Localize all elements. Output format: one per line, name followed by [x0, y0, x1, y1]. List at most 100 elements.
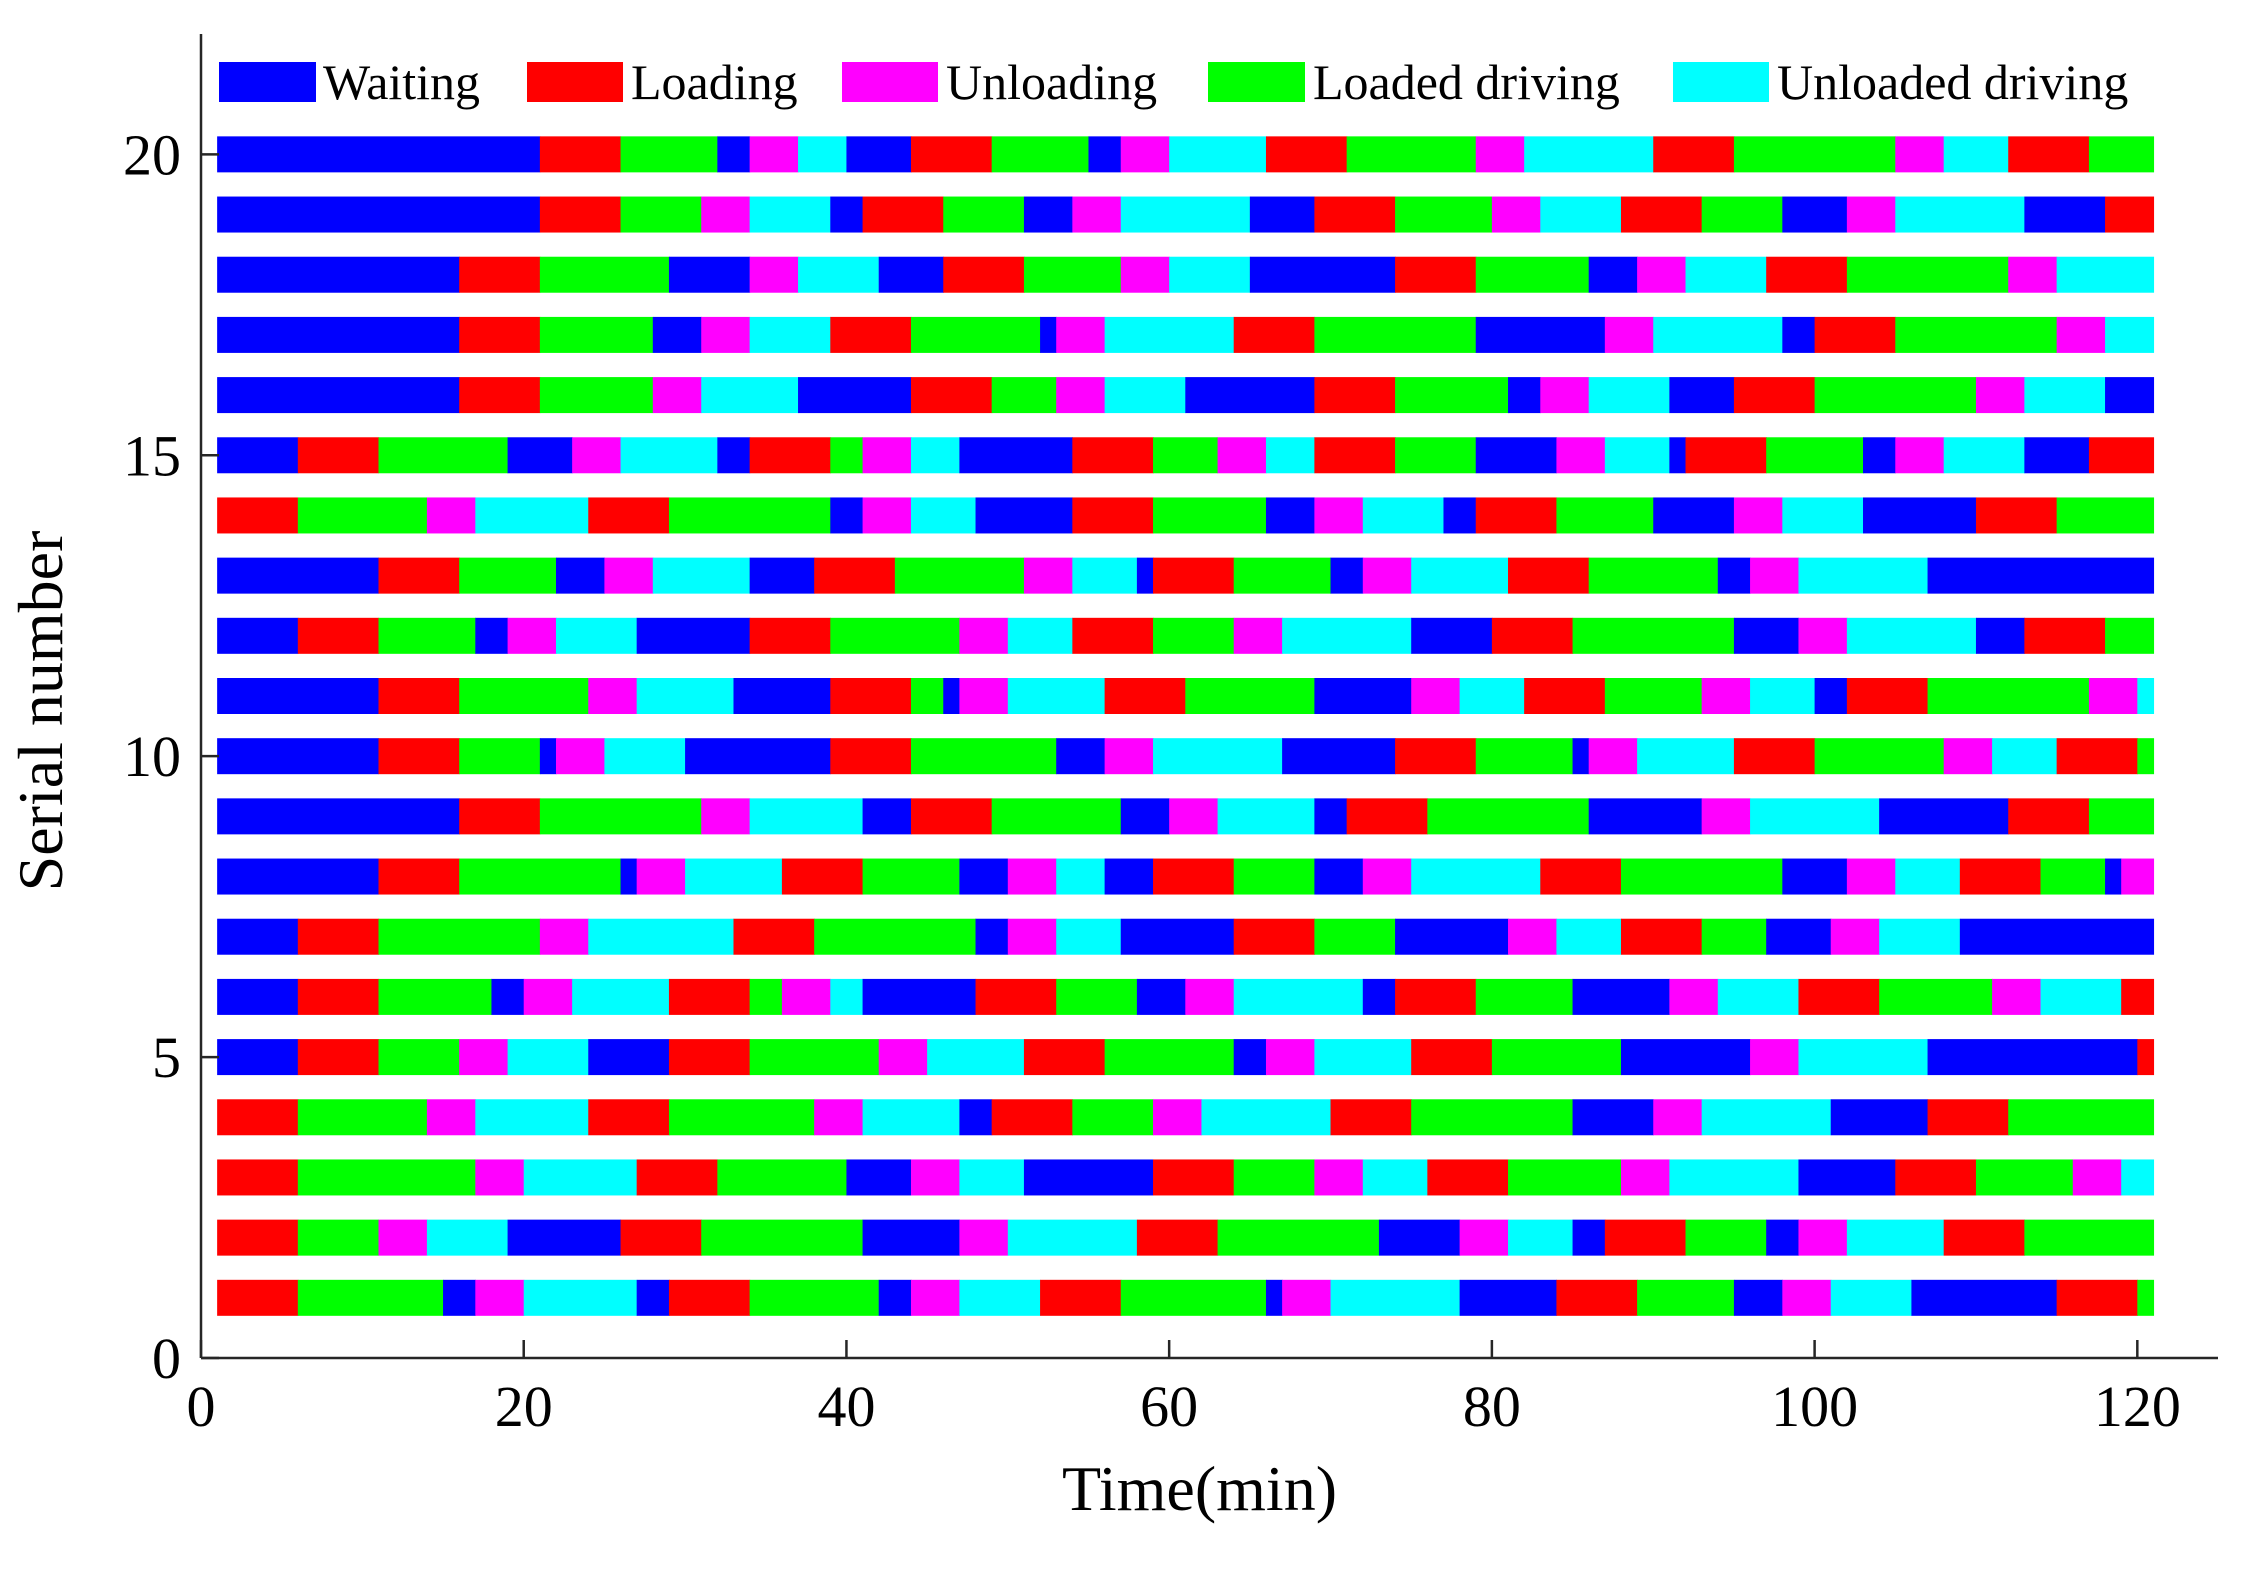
- bar-truck-3-loading-10: [1153, 1159, 1235, 1196]
- bar-truck-18-unloading-15: [1637, 256, 1687, 293]
- bar-truck-13-waiting-11: [1136, 557, 1154, 594]
- bar-truck-16-waiting-13: [1508, 377, 1541, 414]
- bar-truck-3-unloading-7: [910, 1159, 960, 1196]
- bar-truck-5-loaded-driving-7: [749, 1039, 880, 1076]
- bar-truck-7-unloaded-driving-15: [1556, 918, 1622, 955]
- bar-truck-10-loading-7: [830, 738, 912, 775]
- bar-truck-3-loaded-driving-15: [1508, 1159, 1622, 1196]
- bar-truck-19-loaded-driving-17: [1701, 196, 1783, 233]
- bar-truck-9-unloaded-driving-4: [749, 798, 864, 835]
- bar-truck-14-loaded-driving-11: [1153, 497, 1267, 534]
- bar-truck-1-unloading-20: [1782, 1279, 1832, 1316]
- bar-truck-11-loading-6: [830, 678, 912, 714]
- bar-truck-13-waiting-19: [1717, 557, 1751, 594]
- bar-truck-8-unloaded-driving-16: [1411, 858, 1541, 895]
- bar-truck-15-unloading-25: [1895, 437, 1945, 474]
- bar-truck-13-loaded-driving-18: [1588, 557, 1719, 594]
- bar-truck-16-loading-11: [1314, 377, 1396, 414]
- bar-truck-5-loading-6: [668, 1039, 751, 1076]
- bar-truck-17-waiting-0: [217, 316, 460, 353]
- bar-truck-4-loading-19: [1927, 1099, 2009, 1136]
- bar-truck-18-loading-1: [459, 256, 541, 293]
- bar-truck-15-unloaded-driving-20: [1604, 437, 1670, 474]
- bar-truck-11-loaded-driving-22: [1927, 678, 2090, 714]
- bar-truck-15-waiting-11: [959, 437, 1073, 474]
- bar-truck-7-waiting-10: [1120, 918, 1235, 955]
- bar-truck-5-unloaded-driving-4: [507, 1039, 589, 1076]
- bar-truck-5-unloaded-driving-14: [1314, 1039, 1412, 1076]
- bar-truck-20-waiting-6: [846, 136, 912, 173]
- bar-truck-9-loading-1: [459, 798, 541, 835]
- bar-truck-3-waiting-6: [846, 1159, 912, 1196]
- bar-truck-17-loaded-driving-7: [910, 316, 1041, 353]
- x-tick-label-60: 60: [1140, 1374, 1198, 1439]
- x-tick-label-40: 40: [817, 1374, 875, 1439]
- bar-truck-18-loaded-driving-8: [1023, 256, 1122, 293]
- bar-truck-13-loaded-driving-8: [894, 557, 1025, 594]
- bar-truck-17-waiting-8: [1040, 316, 1057, 353]
- bar-truck-14-loading-0: [217, 497, 299, 534]
- bar-truck-9-loaded-driving-2: [539, 798, 702, 835]
- bar-truck-1-waiting-2: [443, 1279, 476, 1316]
- bar-truck-6-loaded-driving-7: [749, 978, 783, 1015]
- bar-truck-14-unloading-7: [862, 497, 912, 534]
- bar-truck-6-loading-26: [2121, 978, 2155, 1015]
- bar-truck-19-loading-1: [539, 196, 622, 233]
- bar-truck-2-loaded-driving-17: [1685, 1219, 1767, 1256]
- bar-truck-5-unloading-8: [878, 1039, 928, 1076]
- bar-truck-17-waiting-16: [1782, 316, 1816, 353]
- x-tick-label-100: 100: [1771, 1374, 1858, 1439]
- bar-truck-4-loaded-driving-10: [1072, 1099, 1154, 1136]
- bar-truck-10-waiting-3: [539, 738, 557, 775]
- bar-truck-14-waiting-9: [975, 497, 1073, 534]
- x-axis-title: Time(min): [1062, 1453, 1337, 1524]
- bar-truck-4-loading-13: [1330, 1099, 1412, 1136]
- bar-truck-8-waiting-11: [1104, 858, 1154, 895]
- bar-truck-15-unloading-19: [1556, 437, 1606, 474]
- bar-truck-15-loaded-driving-13: [1153, 437, 1219, 474]
- bar-truck-18-unloaded-driving-10: [1169, 256, 1251, 293]
- bar-truck-12-unloading-4: [507, 617, 557, 654]
- bar-truck-1-loaded-driving-18: [1637, 1279, 1735, 1316]
- bar-truck-8-unloaded-driving-5: [685, 858, 783, 895]
- bar-truck-15-loading-16: [1314, 437, 1396, 474]
- y-tick-label-0: 0: [152, 1326, 181, 1391]
- bar-truck-13-unloading-4: [604, 557, 654, 594]
- bar-truck-8-unloading-4: [636, 858, 686, 895]
- bar-truck-15-unloading-9: [862, 437, 912, 474]
- bar-truck-3-waiting-18: [1798, 1159, 1896, 1196]
- bar-truck-17-loading-1: [459, 316, 541, 353]
- bar-truck-14-loaded-driving-5: [668, 497, 831, 534]
- bar-truck-20-loading-20: [2008, 136, 2090, 173]
- bar-truck-2-loading-10: [1136, 1219, 1219, 1256]
- bar-truck-15-waiting-24: [1863, 437, 1896, 474]
- y-axis-title: Serial number: [5, 531, 76, 892]
- bar-truck-15-waiting-18: [1475, 437, 1558, 474]
- bar-truck-13-loading-1: [378, 557, 460, 594]
- bar-truck-1-waiting-5: [636, 1279, 670, 1316]
- bar-truck-1-unloading-3: [475, 1279, 525, 1316]
- bar-truck-11-unloaded-driving-15: [1459, 678, 1525, 714]
- bar-truck-9-loading-6: [910, 798, 993, 835]
- bar-truck-15-unloaded-driving-26: [1943, 437, 2025, 474]
- bar-truck-9-unloaded-driving-16: [1750, 798, 1880, 835]
- bar-truck-12-unloading-13: [1233, 617, 1283, 654]
- bar-truck-9-waiting-8: [1120, 798, 1170, 835]
- bar-truck-14-loaded-driving-17: [1556, 497, 1654, 534]
- bar-truck-5-loading-1: [297, 1039, 380, 1076]
- bar-truck-6-loading-6: [668, 978, 751, 1015]
- bar-truck-6-waiting-10: [862, 978, 977, 1015]
- bar-truck-12-waiting-18: [1733, 617, 1800, 654]
- bar-truck-13-unloaded-driving-21: [1798, 557, 1929, 594]
- bar-truck-17-waiting-13: [1475, 316, 1606, 353]
- bar-truck-1-unloading-9: [910, 1279, 960, 1316]
- bar-truck-15-loading-12: [1072, 437, 1154, 474]
- bar-truck-8-waiting-24: [2105, 858, 2122, 895]
- bar-truck-10-loading-18: [1733, 738, 1816, 775]
- bar-truck-8-loading-6: [781, 858, 864, 895]
- bar-truck-1-unloading-14: [1282, 1279, 1332, 1316]
- bar-truck-17-loaded-driving-12: [1314, 316, 1477, 353]
- bar-truck-10-unloaded-driving-17: [1637, 738, 1735, 775]
- bar-truck-7-waiting-18: [1766, 918, 1832, 955]
- bar-truck-14-unloaded-driving-8: [910, 497, 977, 534]
